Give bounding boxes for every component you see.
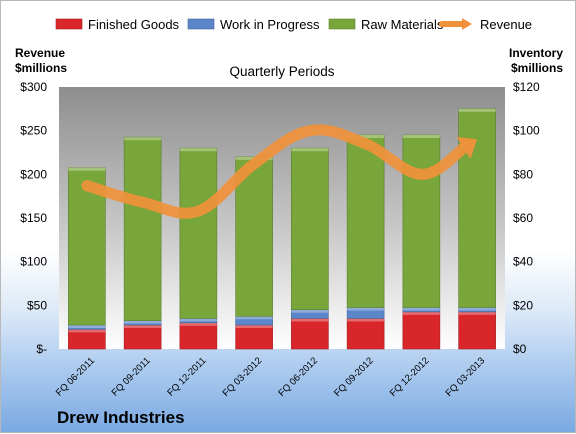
- legend-item-revenue: Revenue: [442, 17, 532, 32]
- left-axis-title-line1: Revenue: [15, 46, 65, 60]
- legend-label: Raw Materials: [361, 17, 444, 32]
- bar-raw-materials-fq-12-2011: [180, 148, 217, 318]
- x-tick-label: FQ 03-2013: [444, 355, 488, 399]
- bar-raw-materials-fq-09-2012: [347, 135, 384, 307]
- company-name: Drew Industries: [57, 408, 185, 427]
- right-tick-label: $80: [513, 167, 533, 181]
- x-tick-label: FQ 12-2012: [388, 355, 432, 399]
- right-tick-label: $100: [513, 124, 540, 138]
- right-tick-label: $40: [513, 255, 533, 269]
- right-axis-title-line1: Inventory: [509, 46, 563, 60]
- left-axis-title-line2: $millions: [15, 61, 67, 75]
- x-tick-label: FQ 09-2011: [110, 355, 153, 398]
- left-tick-label: $50: [27, 298, 47, 312]
- right-tick-label: $120: [513, 80, 540, 94]
- bar-work-in-progress-fq-12-2012: [403, 308, 440, 312]
- left-tick-label: $250: [20, 124, 47, 138]
- bar-work-in-progress-fq-06-2011: [68, 325, 105, 329]
- legend-label: Finished Goods: [88, 17, 180, 32]
- x-tick-label: FQ 09-2012: [332, 355, 376, 399]
- bar-work-in-progress-fq-12-2011: [180, 318, 217, 322]
- legend-swatch: [188, 19, 214, 29]
- x-tick-label: FQ 03-2012: [221, 355, 265, 399]
- x-tick-label: FQ 12-2011: [165, 355, 208, 398]
- bar-raw-materials-fq-12-2012: [403, 135, 440, 307]
- right-tick-label: $0: [513, 342, 527, 356]
- legend-item-work-in-progress: Work in Progress: [188, 17, 320, 32]
- bar-finished-goods-fq-09-2011: [124, 325, 161, 349]
- bar-finished-goods-fq-12-2011: [180, 323, 217, 349]
- right-tick-label: $60: [513, 211, 533, 225]
- legend-label: Work in Progress: [220, 17, 320, 32]
- right-tick-label: $20: [513, 298, 533, 312]
- left-tick-label: $150: [20, 211, 47, 225]
- legend-item-finished-goods: Finished Goods: [56, 17, 180, 32]
- legend-swatch-arrowhead: [462, 18, 472, 30]
- bar-finished-goods-fq-03-2012: [236, 325, 273, 349]
- left-tick-label: $100: [20, 255, 47, 269]
- x-tick-label: FQ 06-2012: [276, 355, 320, 399]
- bar-finished-goods-fq-03-2013: [459, 312, 496, 349]
- bar-finished-goods-fq-09-2012: [347, 318, 384, 349]
- bar-raw-materials-fq-06-2012: [291, 148, 328, 310]
- bar-finished-goods-fq-12-2012: [403, 312, 440, 349]
- bar-work-in-progress-fq-06-2012: [291, 310, 328, 319]
- bar-finished-goods-fq-06-2011: [68, 329, 105, 349]
- right-axis-title-line2: $millions: [511, 61, 563, 75]
- bar-work-in-progress-fq-09-2012: [347, 308, 384, 319]
- legend-swatch: [329, 19, 355, 29]
- bar-work-in-progress-fq-03-2013: [459, 308, 496, 312]
- bar-work-in-progress-fq-03-2012: [236, 316, 273, 325]
- left-tick-label: $200: [20, 167, 47, 181]
- legend-swatch: [56, 19, 82, 29]
- legend-item-raw-materials: Raw Materials: [329, 17, 444, 32]
- bar-raw-materials-fq-09-2011: [124, 137, 161, 320]
- bar-work-in-progress-fq-09-2011: [124, 321, 161, 325]
- x-tick-label: FQ 06-2011: [54, 355, 97, 398]
- bar-finished-goods-fq-06-2012: [291, 318, 328, 349]
- left-tick-label: $300: [20, 80, 47, 94]
- left-tick-label: $-: [36, 342, 47, 356]
- chart-subtitle: Quarterly Periods: [229, 64, 334, 79]
- legend-label: Revenue: [480, 17, 532, 32]
